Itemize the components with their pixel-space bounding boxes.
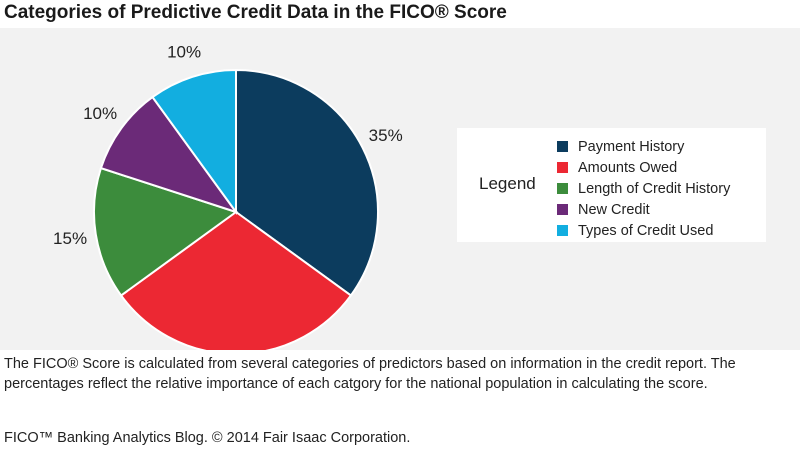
legend-label: Amounts Owed <box>578 159 678 176</box>
slice-label-payment-history: 35% <box>369 126 403 145</box>
legend-item-new-credit: New Credit <box>557 199 730 220</box>
slice-label-new-credit: 10% <box>83 104 117 123</box>
legend-item-length-of-credit-history: Length of Credit History <box>557 178 730 199</box>
legend-swatch <box>557 141 568 152</box>
pie-slice-length-of-credit-history <box>93 166 239 297</box>
legend-label: New Credit <box>578 201 650 218</box>
legend-label: Types of Credit Used <box>578 222 714 239</box>
pie-slice-new-credit <box>99 95 239 214</box>
legend-swatch <box>557 183 568 194</box>
pie-slice-payment-history <box>235 68 379 297</box>
legend-swatch <box>557 162 568 173</box>
legend-label: Payment History <box>578 138 685 155</box>
legend-item-types-of-credit-used: Types of Credit Used <box>557 220 730 241</box>
pie-slice-amounts-owed <box>119 210 353 350</box>
pie-chart: 35%30%15%10%10% <box>53 43 403 350</box>
legend: Legend Payment History Amounts Owed Leng… <box>457 128 766 242</box>
legend-item-amounts-owed: Amounts Owed <box>557 157 730 178</box>
chart-caption: The FICO® Score is calculated from sever… <box>4 356 736 392</box>
chart-title: Categories of Predictive Credit Data in … <box>4 2 507 23</box>
slice-label-types-of-credit-used: 10% <box>167 43 201 62</box>
legend-title: Legend <box>479 174 536 193</box>
source-credit: FICO™ Banking Analytics Blog. © 2014 Fai… <box>4 430 411 446</box>
legend-label: Length of Credit History <box>578 180 731 197</box>
pie-slice-types-of-credit-used <box>151 68 237 216</box>
legend-swatch <box>557 204 568 215</box>
chart-panel: 35%30%15%10%10% Legend Payment History A… <box>0 28 800 350</box>
legend-swatch <box>557 225 568 236</box>
legend-list: Payment History Amounts Owed Length of C… <box>557 136 730 241</box>
legend-item-payment-history: Payment History <box>557 136 730 157</box>
slice-label-length-of-credit-history: 15% <box>53 229 87 248</box>
